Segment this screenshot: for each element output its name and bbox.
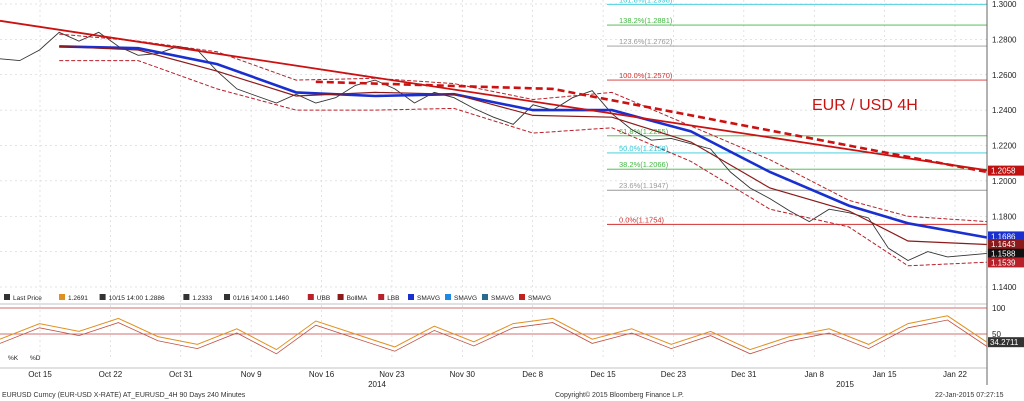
legend-label: SMAVG (528, 295, 551, 302)
oscillator-value-label: 34.2711 (990, 338, 1019, 347)
oscillator-tick-label: 50 (992, 330, 1001, 339)
legend-swatch (224, 294, 230, 300)
price-tag (988, 231, 1024, 242)
fibonacci-levels: 161.8%(1.2998) 138.2%(1.2881) 123.6%(1.276… (607, 0, 987, 225)
legend-label: LBB (387, 295, 399, 302)
x-tick-label: Jan 8 (804, 370, 824, 379)
fib-level-label: 38.2%(1.2066) (619, 160, 669, 169)
lower-band-line (59, 60, 988, 267)
x-year-label: 2015 (836, 380, 854, 389)
legend-swatch (519, 294, 525, 300)
upper-band-line (59, 33, 988, 223)
trendline (0, 19, 988, 172)
legend-label: SMAVG (454, 295, 477, 302)
x-tick-label: Dec 31 (731, 370, 757, 379)
x-tick-label: Oct 31 (169, 370, 193, 379)
fib-level-label: 23.6%(1.1947) (619, 181, 669, 190)
fib-level-label: 0.0%(1.1754) (619, 215, 665, 224)
fib-level-label: 61.8%(1.2255) (619, 127, 669, 136)
x-tick-label: Nov 9 (241, 370, 262, 379)
y-tick-label: 1.2800 (992, 35, 1017, 44)
x-tick-label: Oct 15 (28, 370, 52, 379)
y-tick-label: 1.2400 (992, 106, 1017, 115)
footer-center: Copyright© 2015 Bloomberg Finance L.P. (555, 391, 684, 399)
oscillator-d-line (0, 319, 988, 355)
price-tag (988, 165, 1024, 176)
oscillator-d-label: %D (30, 355, 41, 362)
fib-level-label: 50.0%(1.2158) (619, 144, 669, 153)
legend-label: 1.2333 (192, 295, 212, 302)
legend-swatch (408, 294, 414, 300)
fib-level-label: 161.8%(1.2998) (619, 0, 673, 4)
y-tick-label: 1.2200 (992, 142, 1017, 151)
x-tick-label: Dec 15 (590, 370, 616, 379)
legend-swatch (99, 294, 106, 300)
oscillator-k-line (0, 315, 988, 351)
legend-label: 1.2691 (68, 295, 88, 302)
legend-label: Last Price (13, 295, 42, 302)
legend-swatch (337, 294, 344, 300)
bollma-line (59, 45, 988, 246)
price-tag-label: 1.1686 (991, 232, 1016, 241)
legend-label: SMAVG (491, 295, 514, 302)
legend-label: UBB (317, 295, 330, 302)
x-tick-label: Dec 23 (661, 370, 687, 379)
x-tick-label: Nov 30 (450, 370, 476, 379)
y-tick-label: 1.1400 (992, 283, 1017, 292)
fib-level-label: 100.0%(1.2570) (619, 71, 673, 80)
legend-label: BollMA (347, 295, 368, 302)
price-tag-label: 1.1539 (991, 258, 1016, 267)
chart-annotation: EUR / USD 4H (812, 97, 918, 114)
smavg-line (59, 45, 988, 239)
legend-swatch (4, 294, 10, 300)
y-tick-label: 1.1800 (992, 212, 1017, 221)
price-tag-label: 1.2058 (991, 167, 1016, 176)
legend-swatch (445, 294, 451, 300)
legend-label: 10/15 14:00 1.2886 (109, 295, 165, 302)
oscillator-value-tag (988, 337, 1024, 348)
price-tag (988, 257, 1024, 268)
y-tick-label: 1.2600 (992, 71, 1017, 80)
projection-line (315, 80, 988, 174)
x-tick-label: Oct 22 (99, 370, 123, 379)
legend-swatch (183, 294, 190, 300)
price-tag-label: 1.1588 (991, 250, 1016, 259)
grid (0, 0, 987, 360)
fib-level-label: 123.6%(1.2762) (619, 37, 673, 46)
price-line (0, 31, 988, 262)
x-tick-label: Jan 22 (943, 370, 968, 379)
x-tick-label: Dec 8 (522, 370, 543, 379)
legend-swatch (59, 294, 65, 300)
price-tag (988, 239, 1024, 250)
legend: Last Price 1.2691 10/15 14:00 1.2886 1.2333… (0, 294, 987, 305)
legend-label: 01/16 14:00 1.1460 (233, 295, 289, 302)
legend-swatch (378, 294, 385, 300)
x-tick-label: Nov 23 (379, 370, 405, 379)
series-lines (0, 19, 988, 267)
x-year-label: 2014 (368, 380, 386, 389)
y-tick-label: 1.2000 (992, 177, 1017, 186)
legend-swatch (307, 294, 314, 300)
footer-right: 22-Jan-2015 07:27:15 (935, 392, 1004, 399)
fib-level-label: 138.2%(1.2881) (619, 16, 673, 25)
legend-label: SMAVG (417, 295, 440, 302)
y-axis: 1.3000 1.2800 1.2600 1.2400 1.2200 1.2000 1.18… (986, 0, 1017, 385)
oscillator-tick-label: 100 (992, 304, 1006, 313)
price-tag-label: 1.1643 (991, 240, 1016, 249)
price-tag (988, 248, 1024, 259)
x-axis: Oct 15 Oct 22 Oct 31 Nov 9 Nov 16 Nov 23 Nov 3… (0, 367, 987, 389)
legend-swatch (482, 294, 488, 300)
y-tick-label: 1.3000 (992, 0, 1017, 9)
x-tick-label: Nov 16 (309, 370, 335, 379)
oscillator-k-label: %K (8, 355, 19, 362)
footer-left: EURUSD Curncy (EUR-USD X-RATE) AT_EURUSD… (2, 392, 246, 399)
x-tick-label: Jan 15 (873, 370, 898, 379)
